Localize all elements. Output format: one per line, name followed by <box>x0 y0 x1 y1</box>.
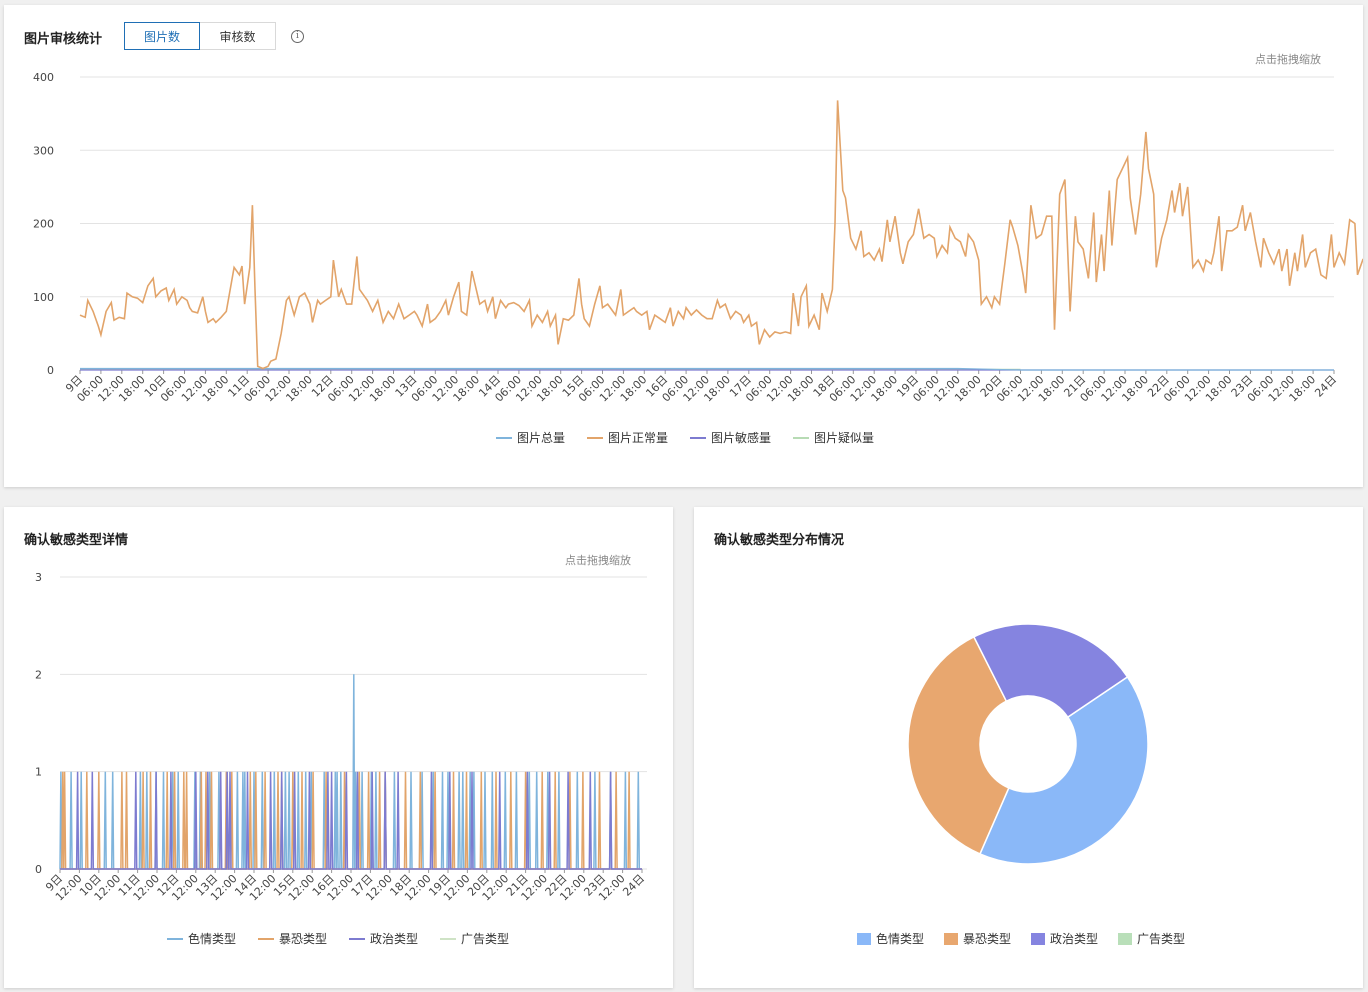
legend-item-porn[interactable]: 色情类型 <box>167 930 236 947</box>
sensitive-type-line-chart[interactable]: 01239日12:0010日12:0011日12:0012日12:0013日12… <box>4 507 673 922</box>
legend-label: 色情类型 <box>188 932 237 946</box>
zoom-hint: 点击拖拽缩放 <box>565 554 631 567</box>
legend-label: 色情类型 <box>876 932 925 946</box>
zoom-hint: 点击拖拽缩放 <box>1255 53 1321 66</box>
pie-slice-terror <box>907 635 1010 855</box>
x-tick-label: 24日 <box>1312 373 1339 400</box>
legend-label: 图片总量 <box>517 431 566 445</box>
legend-item-politics[interactable]: 政治类型 <box>349 930 418 947</box>
image-review-stats-card: 图片审核统计 图片数 审核数 i 点击拖拽缩放 0 100 200 300 400 9日 0… <box>4 5 1363 487</box>
legend-label: 图片正常量 <box>608 431 669 445</box>
y-tick-label: 0 <box>35 863 42 876</box>
tab-image-count[interactable]: 图片数 <box>124 22 200 50</box>
card-title: 确认敏感类型详情 <box>24 533 129 548</box>
legend-item-politics[interactable]: 政治类型 <box>1031 930 1098 947</box>
y-tick-label: 300 <box>33 144 54 157</box>
chart-legend: 图片总量 图片正常量 图片敏感量 图片疑似量 <box>496 429 874 446</box>
legend-label: 暴恐类型 <box>963 932 1012 946</box>
card-title: 图片审核统计 <box>24 32 103 47</box>
y-tick-label: 100 <box>33 291 54 304</box>
image-count-line-chart[interactable]: 01002003004009日06:0012:0018:0010日06:0012… <box>4 5 1363 415</box>
legend-label: 图片疑似量 <box>814 431 875 445</box>
chart-legend: 色情类型 暴恐类型 政治类型 广告类型 <box>167 930 509 947</box>
legend-item-ad[interactable]: 广告类型 <box>440 930 509 947</box>
y-tick-label: 400 <box>33 71 54 84</box>
pie-legend: 色情类型 暴恐类型 政治类型 广告类型 <box>857 930 1185 947</box>
legend-item-terror[interactable]: 暴恐类型 <box>258 930 327 947</box>
series-line-total <box>80 367 1334 371</box>
y-tick-label: 3 <box>35 571 42 584</box>
y-tick-label: 0 <box>47 364 54 377</box>
legend-item-terror[interactable]: 暴恐类型 <box>944 930 1011 947</box>
legend-item-ad[interactable]: 广告类型 <box>1118 930 1185 947</box>
legend-item-sensitive[interactable]: 图片敏感量 <box>690 429 771 446</box>
tab-review-count[interactable]: 审核数 <box>200 22 276 50</box>
legend-label: 图片敏感量 <box>711 431 772 445</box>
legend-item-total[interactable]: 图片总量 <box>496 429 565 446</box>
metric-tabs: 图片数 审核数 <box>124 22 276 50</box>
card-title: 确认敏感类型分布情况 <box>714 533 845 548</box>
sensitive-type-detail-card: 确认敏感类型详情 点击拖拽缩放 0 1 2 3 9日 12:00 10日 12:00 11日 12… <box>4 507 673 988</box>
legend-label: 政治类型 <box>370 932 419 946</box>
legend-label: 广告类型 <box>461 932 510 946</box>
legend-item-normal[interactable]: 图片正常量 <box>587 429 668 446</box>
legend-item-porn[interactable]: 色情类型 <box>857 930 924 947</box>
pie-slice-porn <box>978 675 1149 865</box>
legend-label: 政治类型 <box>1050 932 1099 946</box>
series-line-terror <box>60 771 642 870</box>
pie-slice-politics <box>972 623 1129 719</box>
x-tick-label: 24日 <box>620 872 647 899</box>
y-tick-label: 200 <box>33 218 54 231</box>
y-tick-label: 2 <box>35 668 42 681</box>
legend-label: 暴恐类型 <box>279 932 328 946</box>
sensitive-type-distribution-card: 确认敏感类型分布情况 色情类型 暴恐类型 政治类型 广告类型 <box>694 507 1363 988</box>
sensitive-type-donut-chart[interactable] <box>694 507 1363 917</box>
legend-item-suspect[interactable]: 图片疑似量 <box>793 429 874 446</box>
info-icon[interactable]: i <box>291 30 304 43</box>
y-tick-label: 1 <box>35 766 42 779</box>
legend-label: 广告类型 <box>1137 932 1186 946</box>
series-line-normal <box>79 100 1363 370</box>
series-line-politics <box>60 771 642 870</box>
